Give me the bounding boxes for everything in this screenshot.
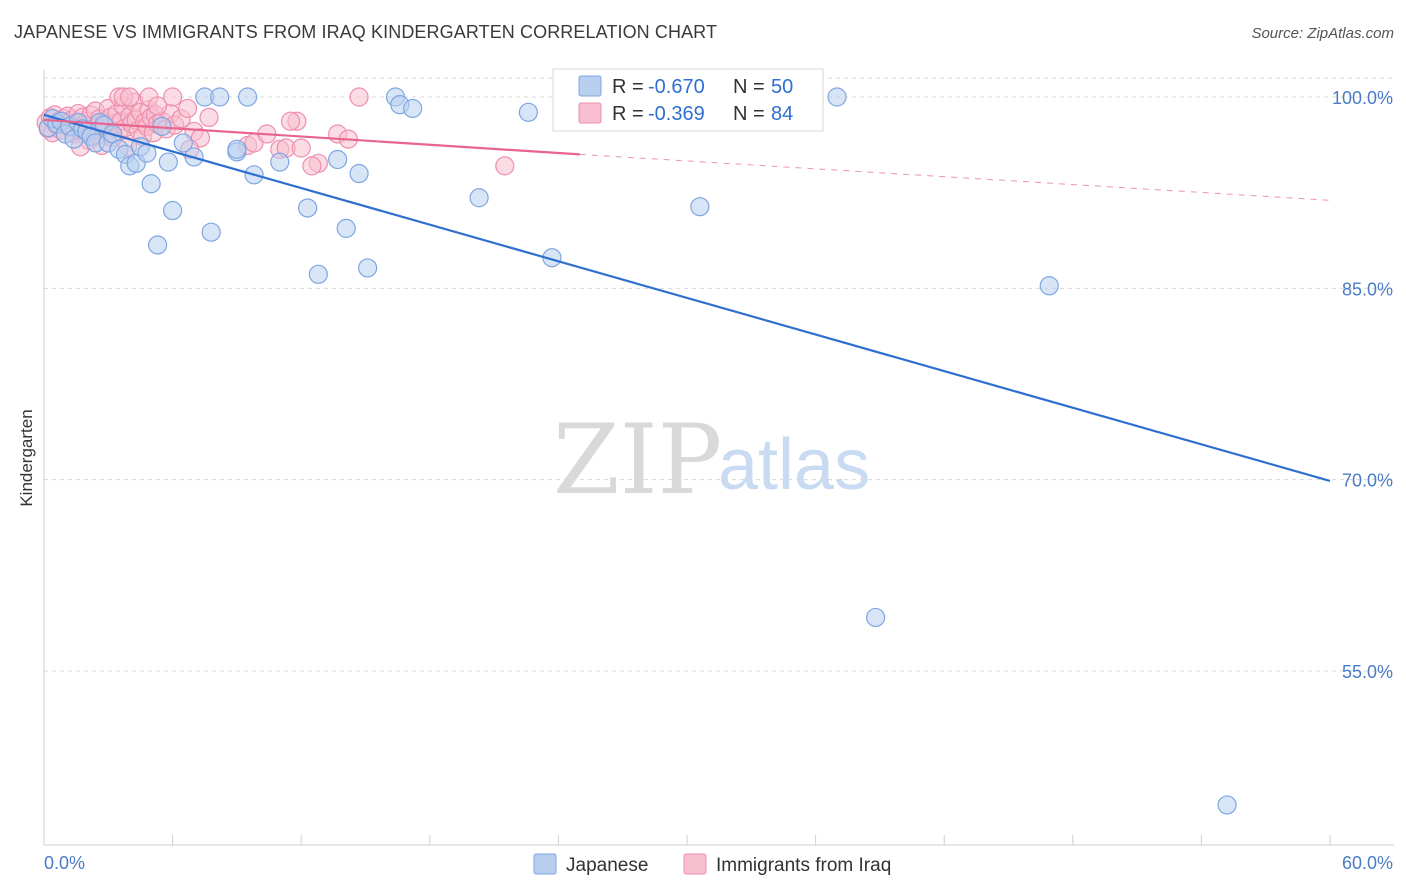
bottom-legend-japanese: Japanese bbox=[566, 855, 648, 876]
bottom-legend-iraq: Immigrants from Iraq bbox=[716, 855, 891, 876]
y-tick-label: 85.0% bbox=[1342, 279, 1393, 299]
legend-r-label-1: R = bbox=[612, 76, 644, 98]
data-point-iraq bbox=[495, 156, 515, 176]
axes bbox=[43, 70, 1394, 846]
bottom-legend: Japanese Immigrants from Iraq bbox=[533, 853, 891, 876]
data-point-iraq bbox=[302, 156, 322, 176]
x-ticks bbox=[43, 835, 1331, 845]
legend-r-value-2: -0.369 bbox=[648, 103, 705, 125]
trend-lines bbox=[43, 113, 1331, 483]
data-point-japanese bbox=[210, 87, 230, 107]
y-tick-label: 70.0% bbox=[1342, 471, 1393, 491]
y-tick-labels: 55.0% 70.0% 85.0% 100.0% bbox=[1332, 88, 1393, 682]
trend-line-japanese bbox=[43, 113, 1331, 483]
data-point-japanese bbox=[328, 149, 348, 170]
data-point-japanese bbox=[866, 607, 886, 628]
data-point-japanese bbox=[336, 218, 356, 238]
data-point-japanese bbox=[518, 102, 538, 122]
data-point-japanese bbox=[690, 197, 710, 217]
data-point-iraq bbox=[178, 98, 198, 119]
legend-n-label-2: N = bbox=[733, 103, 765, 125]
legend-r-label-2: R = bbox=[612, 103, 644, 125]
data-point-japanese bbox=[1217, 795, 1237, 815]
legend-r-value-1: -0.670 bbox=[648, 76, 705, 98]
legend-n-value-1: 50 bbox=[771, 76, 793, 98]
data-point-japanese bbox=[469, 188, 489, 208]
bottom-legend-swatch-iraq bbox=[683, 853, 707, 875]
source-label: Source: ZipAtlas.com bbox=[1251, 25, 1394, 42]
data-point-japanese bbox=[358, 258, 378, 278]
legend-n-value-2: 84 bbox=[771, 103, 793, 125]
data-point-japanese bbox=[158, 152, 178, 172]
data-point-japanese bbox=[308, 264, 328, 284]
chart-title: JAPANESE VS IMMIGRANTS FROM IRAQ KINDERG… bbox=[14, 22, 718, 42]
trend-line-iraq-extrapolated bbox=[579, 153, 1331, 201]
data-point-japanese bbox=[201, 222, 221, 242]
data-point-japanese bbox=[163, 200, 183, 221]
data-point-japanese bbox=[827, 87, 847, 107]
legend-n-label-1: N = bbox=[733, 76, 765, 98]
x-tick-label-min: 0.0% bbox=[44, 853, 85, 873]
data-point-japanese bbox=[349, 163, 369, 184]
data-point-japanese bbox=[270, 152, 290, 172]
data-point-japanese bbox=[238, 87, 258, 107]
watermark-zip: ZIP bbox=[553, 404, 722, 516]
data-point-iraq bbox=[280, 111, 301, 131]
gridlines bbox=[44, 77, 1394, 672]
x-tick-label-max: 60.0% bbox=[1342, 853, 1393, 873]
data-point-japanese bbox=[173, 133, 193, 153]
data-point-japanese bbox=[147, 235, 168, 255]
legend-swatch-iraq bbox=[578, 102, 602, 124]
bottom-legend-swatch-japanese bbox=[533, 853, 557, 875]
data-point-japanese bbox=[141, 174, 161, 194]
data-point-iraq bbox=[120, 87, 140, 107]
legend-swatch-japanese bbox=[578, 75, 602, 97]
data-point-japanese bbox=[227, 139, 247, 159]
y-tick-label: 55.0% bbox=[1342, 662, 1393, 682]
top-legend: R = -0.670 N = 50 R = -0.369 N = 84 bbox=[552, 68, 824, 132]
data-point-iraq bbox=[199, 107, 219, 128]
data-point-japanese bbox=[1039, 276, 1059, 296]
y-axis-label: Kindergarten bbox=[17, 409, 36, 506]
data-point-japanese bbox=[298, 198, 318, 218]
data-point-iraq bbox=[163, 87, 183, 107]
trend-line-iraq bbox=[43, 118, 580, 156]
watermark-atlas: atlas bbox=[718, 425, 870, 505]
data-point-iraq bbox=[147, 96, 168, 116]
data-point-iraq bbox=[291, 138, 311, 158]
data-point-iraq bbox=[349, 87, 369, 107]
y-tick-label: 100.0% bbox=[1332, 88, 1393, 108]
data-point-japanese bbox=[403, 98, 423, 119]
